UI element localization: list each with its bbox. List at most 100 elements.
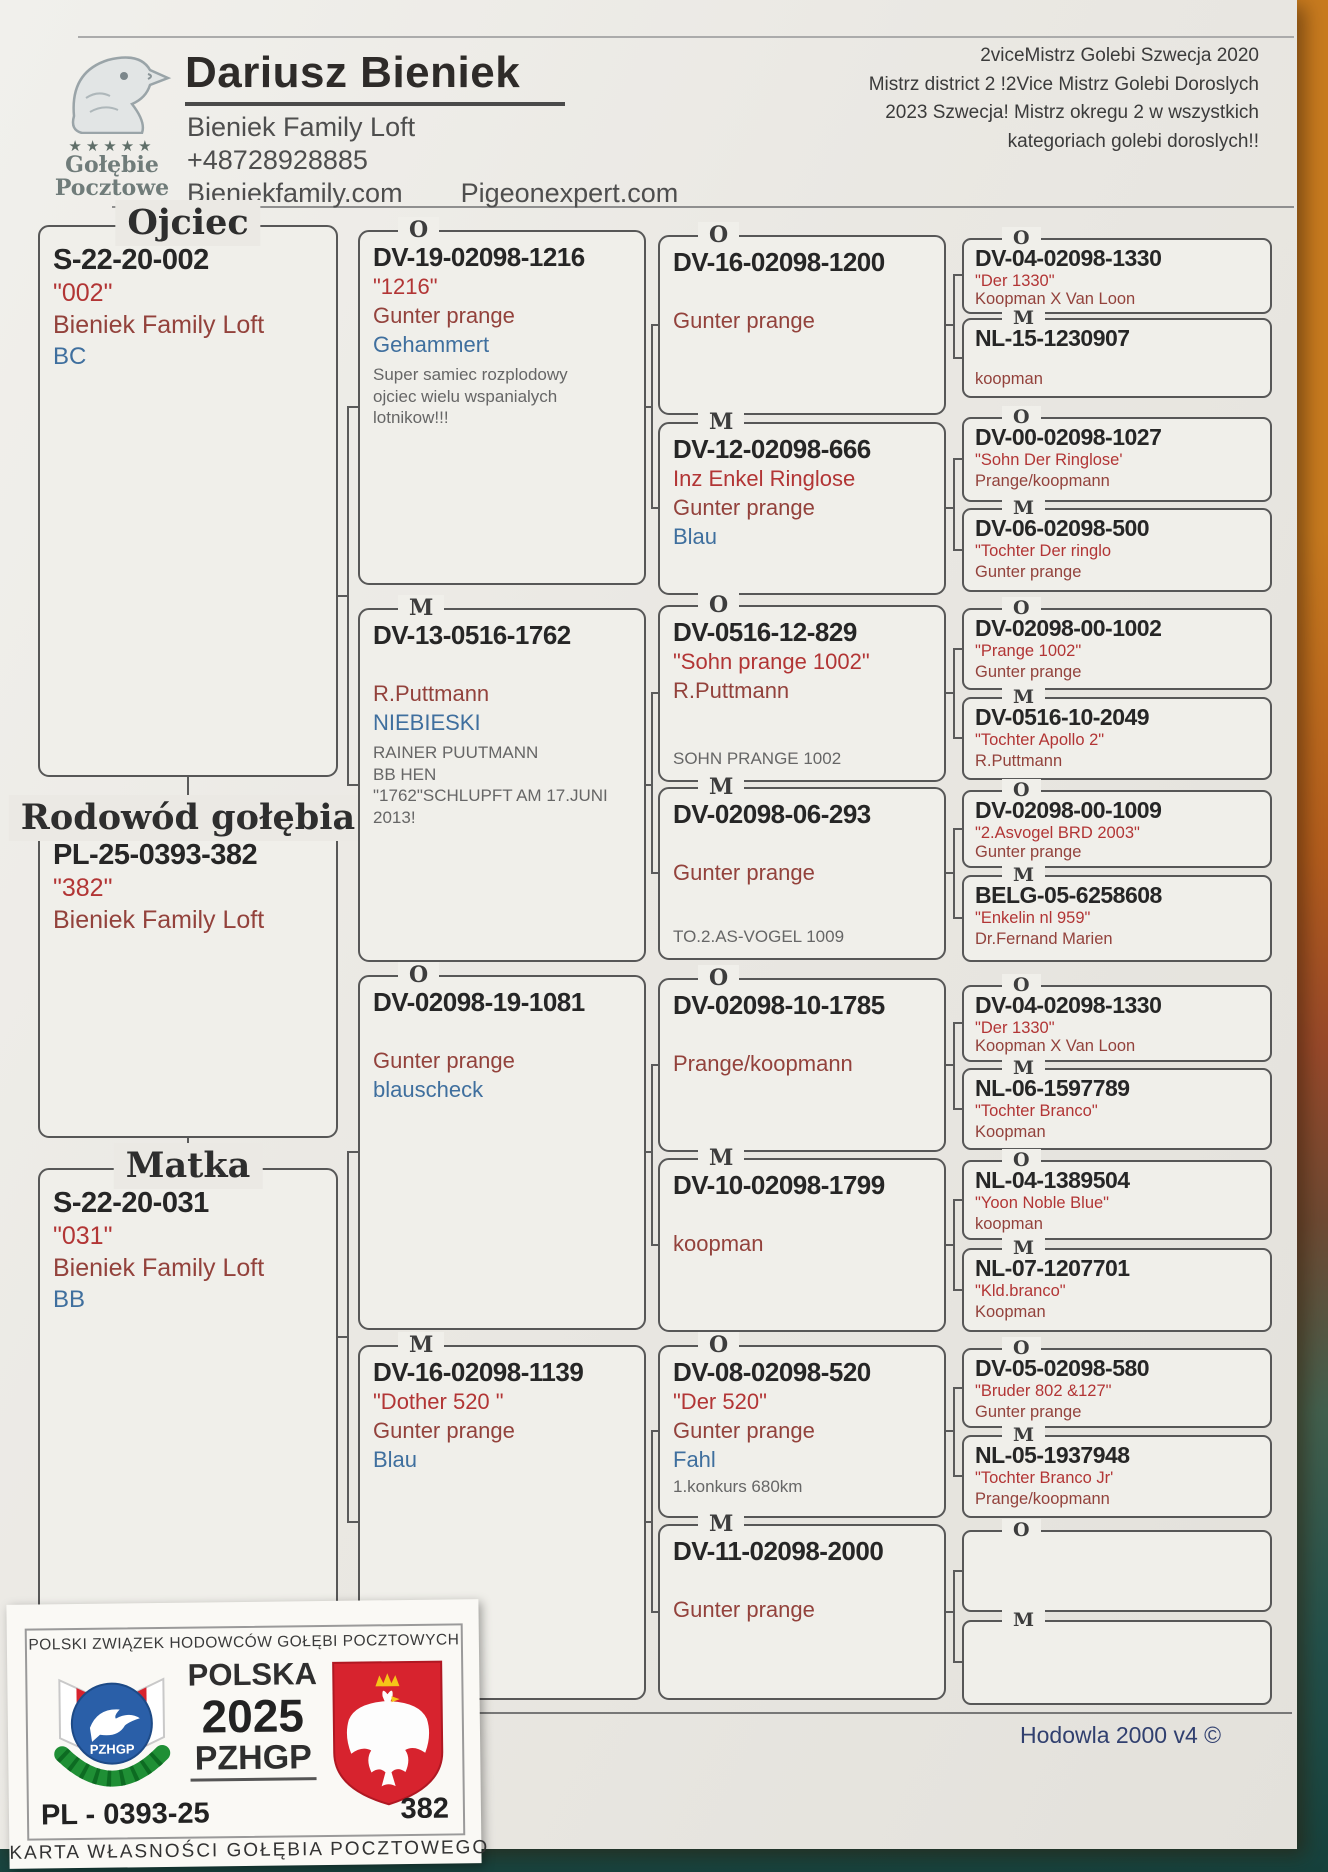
pedigree-connector-line	[348, 784, 358, 786]
gen4-box-16: M	[962, 1609, 1272, 1705]
pedigree-connector-line	[652, 507, 658, 509]
fancier-name: Koopman X Van Loon	[975, 290, 1136, 309]
fancier-name: koopman	[975, 1214, 1043, 1233]
pigeon-name	[673, 1567, 934, 1596]
sex-tab: O	[1002, 779, 1041, 801]
sex-tab: M	[1002, 1057, 1046, 1079]
fancier-name: Bieniek Family Loft	[53, 906, 265, 935]
remark-text: TO.2.AS-VOGEL 1009	[673, 927, 845, 947]
pedigree-connector-line	[953, 648, 955, 739]
ring-number: DV-02098-06-293	[673, 799, 871, 829]
sex-tab: M	[1002, 1424, 1046, 1446]
pigeon-head-icon	[71, 56, 172, 135]
pedigree-connector-line	[348, 1151, 358, 1153]
fancier-name: Gunter prange	[673, 307, 815, 333]
org-name: POLSKI ZWIĄZEK HODOWCÓW GOŁĘBI POCZTOWYC…	[28, 1631, 460, 1654]
sex-tab: O	[698, 965, 740, 991]
fancier-name: Gunter prange	[373, 1047, 515, 1073]
ring-number: DV-04-02098-1330	[975, 245, 1162, 271]
pigeon-name	[373, 651, 634, 680]
pedigree-connector-line	[954, 1289, 962, 1291]
fancier-name: Gunter prange	[975, 562, 1082, 581]
sex-tab: O	[1002, 1519, 1041, 1541]
fancier-name: Gunter prange	[373, 1417, 515, 1443]
achievement-line: 2023 Szwecja! Mistrz okregu 2 w wszystki…	[885, 102, 1259, 123]
pedigree-connector-line	[954, 737, 962, 739]
pedigree-connector-line	[946, 1430, 954, 1432]
sex-tab: O	[1002, 1337, 1041, 1359]
subject-box: Rodowód gołębia PL-25-0393-382 "382" Bie…	[8, 795, 368, 1138]
gen4-box-8: M BELG-05-6258608 "Enkelin nl 959" Dr.Fe…	[962, 864, 1272, 962]
logo-word-2: Pocztowe	[54, 175, 170, 202]
sex-tab: M	[698, 774, 745, 800]
sex-tab: M	[1002, 1609, 1046, 1631]
gen4-box-15: O	[962, 1519, 1272, 1612]
fancier-name: Gunter prange	[673, 859, 815, 885]
pigeon-name	[673, 830, 934, 859]
gen3-box-5: O DV-02098-10-1785 Prange/koopmann	[658, 965, 946, 1152]
pedigree-connector-line	[338, 1336, 348, 1338]
fancier-name: Koopman X Van Loon	[975, 1037, 1136, 1056]
stamp-center-text: POLSKA 2025 PZHGP	[177, 1656, 328, 1782]
gen4-box-10: M NL-06-1597789 "Tochter Branco" Koopman	[962, 1057, 1272, 1150]
pedigree-connector-line	[646, 406, 652, 408]
gen4-box-3: O DV-00-02098-1027 "Sohn Der Ringlose' P…	[962, 406, 1272, 502]
gen3-box-4: M DV-02098-06-293 Gunter prange TO.2.AS-…	[658, 774, 946, 960]
ring-number: DV-0516-12-829	[673, 617, 857, 647]
ownership-card: POLSKI ZWIĄZEK HODOWCÓW GOŁĘBI POCZTOWYC…	[6, 1599, 490, 1869]
pigeon-name: "002"	[53, 279, 113, 308]
father-title: Ojciec	[115, 200, 261, 246]
pigeon-name: "Tochter Der ringlo	[975, 542, 1112, 561]
ring-number: NL-04-1389504	[975, 1167, 1130, 1193]
fancier-name: Gunter prange	[975, 1402, 1082, 1421]
pigeon-name	[373, 1018, 634, 1047]
pigeon-name: "2.Asvogel BRD 2003"	[975, 824, 1140, 843]
fancier-name: R.Puttmann	[373, 680, 490, 706]
pedigree-connector-line	[652, 1064, 658, 1066]
pedigree-connector-line	[954, 1108, 962, 1110]
card-title: KARTA WŁASNOŚCI GOŁĘBIA POCZTOWEGO	[9, 1837, 490, 1864]
pedigree-connector-line	[953, 1199, 955, 1291]
pigeon-name: "Tochter Branco"	[975, 1102, 1098, 1121]
pigeon-name: "Tochter Branco Jr'	[975, 1469, 1114, 1488]
phone-number: +48728928885	[187, 145, 368, 175]
association-label: PZHGP	[190, 1739, 317, 1782]
pigeon-name: "Der 1330"	[975, 272, 1055, 291]
pedigree-connector-line	[954, 648, 962, 650]
gen4-box-4: M DV-06-02098-500 "Tochter Der ringlo Gu…	[962, 497, 1272, 592]
ring-number: DV-00-02098-1027	[975, 424, 1162, 450]
gen2-box-1: O DV-19-02098-1216 "1216" Gunter prange …	[358, 217, 646, 585]
ring-number: NL-15-1230907	[975, 325, 1130, 351]
eagle-crest-icon	[332, 1660, 444, 1806]
fancier-name: R.Puttmann	[673, 677, 790, 703]
ring-number: DV-16-02098-1200	[673, 247, 885, 277]
color-label: blauscheck	[373, 1076, 484, 1102]
pedigree-connector-line	[954, 828, 962, 830]
pigeon-name	[673, 1021, 934, 1050]
sex-tab: O	[1002, 227, 1041, 249]
fancier-name: Gunter prange	[673, 494, 815, 520]
ring-number: DV-0516-10-2049	[975, 704, 1150, 730]
ring-number: DV-04-02098-1330	[975, 992, 1162, 1018]
ring-number: DV-02098-00-1009	[975, 797, 1162, 823]
ring-number: DV-12-02098-666	[673, 434, 871, 464]
pedigree-connector-line	[652, 872, 658, 874]
fancier-name: R.Puttmann	[975, 751, 1063, 770]
pedigree-connector-line	[954, 1570, 962, 1572]
fancier-name: Dr.Fernand Marien	[975, 929, 1113, 948]
color-label: BB	[53, 1286, 86, 1314]
ring-number: DV-10-02098-1799	[673, 1170, 885, 1200]
sex-tab: O	[1002, 597, 1041, 619]
fancier-name: Gunter prange	[373, 302, 515, 328]
ring-number: DV-06-02098-500	[975, 515, 1150, 541]
pedigree-connector-line	[347, 406, 349, 786]
pedigree-connector-line	[953, 274, 955, 359]
gen4-box-2: M NL-15-1230907 koopman	[962, 307, 1272, 398]
ring-number: S-22-20-031	[53, 1187, 209, 1219]
pedigree-connector-line	[954, 458, 962, 460]
gen4-box-11: O NL-04-1389504 "Yoon Noble Blue" koopma…	[962, 1149, 1272, 1240]
gen3-box-3: O DV-0516-12-829 "Sohn prange 1002" R.Pu…	[658, 592, 946, 782]
pigeon-name: "Prange 1002"	[975, 642, 1082, 661]
gen4-box-6: M DV-0516-10-2049 "Tochter Apollo 2" R.P…	[962, 686, 1272, 780]
pedigree-connector-line	[646, 1151, 652, 1153]
